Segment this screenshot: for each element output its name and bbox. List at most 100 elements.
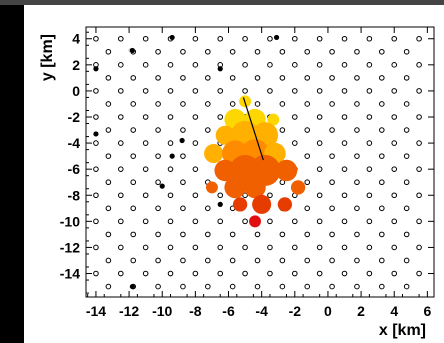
station-marker: [267, 88, 273, 94]
y-tick-label: -8: [68, 187, 81, 203]
station-marker: [403, 231, 410, 238]
station-marker: [366, 166, 373, 172]
y-tick-label: 4: [72, 31, 80, 47]
signal-station: [215, 125, 235, 145]
x-tick-label: 4: [390, 303, 398, 319]
station-marker: [391, 218, 398, 225]
station-marker: [292, 114, 298, 120]
station-marker: [316, 35, 323, 42]
x-tick-label: -8: [189, 303, 202, 319]
signal-station: [205, 181, 218, 194]
station-marker: [341, 140, 348, 146]
station-marker: [292, 88, 298, 94]
station-marker: [316, 270, 323, 277]
station-marker: [316, 166, 323, 172]
station-triggered-black: [217, 66, 223, 72]
station-marker: [379, 231, 385, 238]
station-marker: [354, 205, 360, 212]
station-marker: [130, 127, 137, 133]
station-marker: [279, 101, 286, 107]
station-marker: [217, 114, 224, 120]
station-marker: [403, 75, 410, 81]
station-marker: [155, 257, 161, 264]
station-marker: [142, 114, 149, 120]
station-marker: [279, 257, 286, 264]
station-marker: [329, 127, 335, 133]
station-marker: [130, 257, 137, 264]
station-marker: [180, 153, 186, 159]
station-marker: [93, 270, 99, 277]
station-marker: [379, 257, 385, 264]
station-marker: [354, 179, 360, 186]
station-marker: [105, 75, 112, 81]
station-marker: [229, 75, 236, 81]
station-marker: [379, 179, 385, 186]
y-tick-label: -6: [68, 161, 81, 177]
station-marker: [379, 101, 385, 107]
station-marker: [93, 166, 99, 172]
station-marker: [118, 62, 124, 68]
station-marker: [341, 244, 348, 251]
station-marker: [167, 270, 174, 277]
station-marker: [391, 270, 398, 277]
station-marker: [366, 192, 373, 199]
station-marker: [142, 166, 149, 172]
signal-layer: [204, 95, 306, 228]
station-marker: [403, 127, 410, 133]
left-border-strip: [0, 0, 24, 343]
station-marker: [130, 153, 137, 159]
station-marker: [118, 114, 124, 120]
station-marker: [192, 244, 199, 251]
station-marker: [205, 231, 211, 238]
station-marker: [118, 270, 124, 277]
station-marker: [155, 127, 161, 133]
station-marker: [316, 218, 323, 225]
station-marker: [93, 88, 99, 94]
station-marker: [205, 127, 211, 133]
station-marker: [205, 101, 211, 107]
station-marker: [192, 35, 199, 42]
station-marker: [316, 192, 323, 199]
station-marker: [105, 205, 112, 212]
station-marker: [354, 153, 360, 159]
station-marker: [205, 257, 211, 264]
station-triggered-black: [169, 34, 175, 41]
station-marker: [316, 62, 323, 68]
station-marker: [416, 35, 422, 42]
station-marker: [366, 62, 373, 68]
station-marker: [180, 101, 186, 107]
station-marker: [304, 48, 311, 55]
station-marker: [142, 140, 149, 146]
signal-station: [267, 113, 280, 126]
station-marker: [105, 257, 112, 264]
station-marker: [354, 231, 360, 238]
station-marker: [341, 114, 348, 120]
station-marker: [155, 153, 161, 159]
station-marker: [180, 283, 186, 290]
station-marker: [416, 140, 422, 146]
station-marker: [142, 62, 149, 68]
x-tick-label: -10: [152, 303, 172, 319]
station-marker: [192, 62, 199, 68]
station-marker: [366, 35, 373, 42]
station-marker: [142, 218, 149, 225]
station-marker: [118, 192, 124, 199]
station-marker: [403, 153, 410, 159]
station-marker: [354, 283, 360, 290]
station-marker: [279, 127, 286, 133]
station-marker: [242, 88, 248, 94]
station-marker: [229, 48, 236, 55]
x-tick-label: -2: [289, 303, 302, 319]
station-marker: [304, 283, 311, 290]
x-tick-label: 6: [423, 303, 431, 319]
station-marker: [403, 179, 410, 186]
station-marker: [192, 166, 199, 172]
signal-station: [290, 180, 306, 195]
station-marker: [391, 35, 398, 42]
station-marker: [316, 140, 323, 146]
station-marker: [217, 35, 224, 42]
station-marker: [155, 231, 161, 238]
station-marker: [155, 48, 161, 55]
station-triggered-black: [129, 283, 135, 290]
station-marker: [341, 62, 348, 68]
